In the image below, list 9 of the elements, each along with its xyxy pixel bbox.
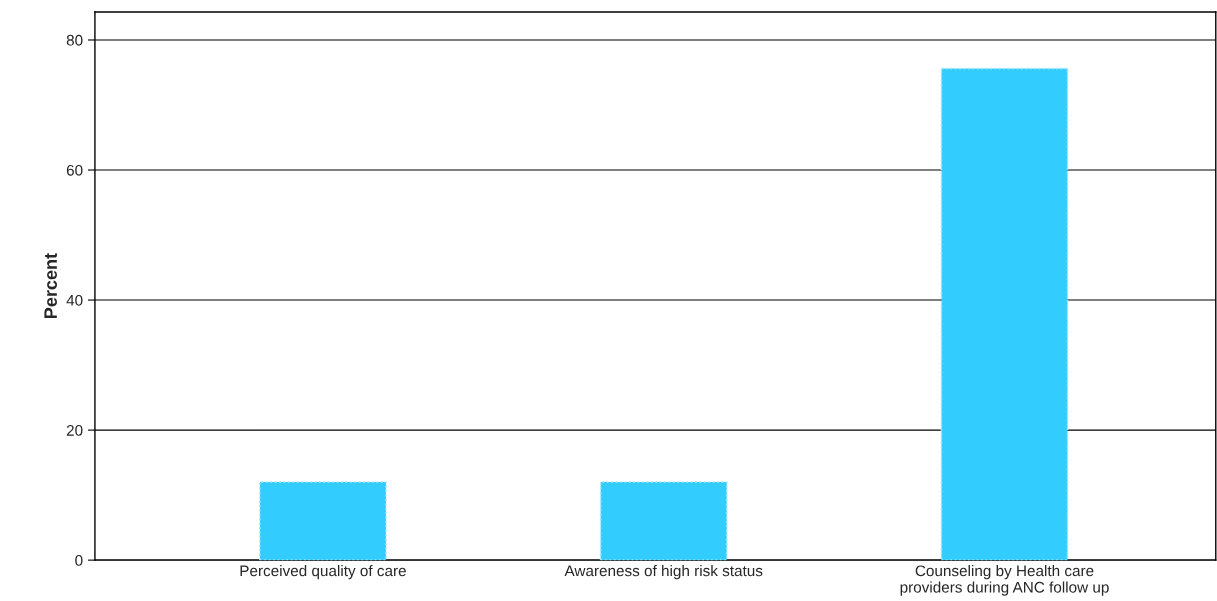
y-tick-label: 80 [66, 34, 83, 46]
x-tick-label: Awareness of high risk status [564, 564, 763, 580]
x-tick-label: Perceived quality of care [240, 564, 406, 580]
x-tick-label: Counseling by Health care providers during ANC follow up [900, 564, 1109, 596]
y-tick-label: 0 [75, 555, 83, 566]
y-axis-title: Percent [44, 253, 57, 318]
y-tick-label: 20 [66, 424, 83, 436]
y-tick-label: 40 [66, 294, 83, 306]
y-tick-label: 60 [66, 164, 83, 176]
